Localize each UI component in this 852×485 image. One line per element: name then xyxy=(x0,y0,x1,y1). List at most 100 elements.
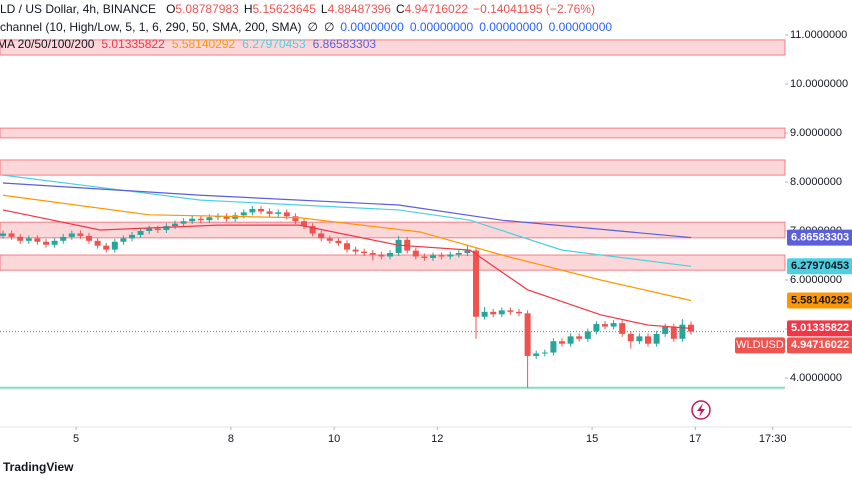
candle-body xyxy=(249,208,256,213)
price-badge xyxy=(787,258,852,275)
zone xyxy=(0,39,786,56)
legend-row: LD / US Dollar, 4h, BINANCE O5.08787983 H5… xyxy=(0,2,595,16)
candle-body xyxy=(180,221,187,224)
ohlc-value: 5.15623645 xyxy=(252,2,316,16)
candle-body xyxy=(258,208,265,212)
y-tick-label: 10.0000000 xyxy=(790,78,848,90)
x-tick-label: 12 xyxy=(431,433,443,445)
candle-body xyxy=(541,352,548,354)
candle-body xyxy=(481,311,488,317)
brand-text: TradingView xyxy=(3,460,74,474)
candle-body xyxy=(25,238,32,241)
candle-body xyxy=(154,228,161,231)
candle-body xyxy=(163,226,170,231)
candle-body xyxy=(206,217,213,221)
candle-body xyxy=(223,216,230,219)
ma-value: 5.58140292 xyxy=(172,37,236,51)
zone xyxy=(0,159,786,176)
candle-body xyxy=(309,226,316,234)
candle-body xyxy=(17,236,24,241)
price-badge-label: 5.58140292 xyxy=(791,294,849,306)
candle-body xyxy=(576,336,583,339)
candle-body xyxy=(464,250,471,254)
channel-label: channel (10, High/Low, 5, 1, 6, 290, 50,… xyxy=(0,20,302,34)
candle-body xyxy=(516,311,523,314)
candle-body xyxy=(318,233,325,239)
channel-value: 0.00000000 xyxy=(549,20,613,34)
candle-body xyxy=(610,323,617,327)
ohlc-letter: O xyxy=(166,2,175,16)
y-tick-label: 4.0000000 xyxy=(790,372,842,384)
price-badge xyxy=(787,337,852,354)
candle-body xyxy=(326,238,333,241)
icon-bolt[interactable] xyxy=(697,403,705,417)
price-badge-label: 6.86583303 xyxy=(791,231,849,243)
candle-body xyxy=(43,241,50,245)
candle-body xyxy=(584,331,591,339)
candle-body xyxy=(189,218,196,222)
candle-body xyxy=(447,254,454,257)
candle-body xyxy=(507,310,514,312)
price-badge xyxy=(787,292,852,309)
candle-body xyxy=(120,238,127,242)
candle-body xyxy=(352,249,359,252)
legend-row: MA 20/50/100/200 5.01335822 5.58140292 6.27… xyxy=(0,37,376,51)
x-tick-label: 17:30 xyxy=(759,433,787,445)
candle-body xyxy=(68,233,75,237)
x-tick-label: 8 xyxy=(228,433,234,445)
candle-body xyxy=(645,336,652,344)
candle-body xyxy=(567,336,574,344)
candle-body xyxy=(129,234,136,239)
legend-row: channel (10, High/Low, 5, 1, 6, 290, 50,… xyxy=(0,20,612,34)
channel-value: 0.00000000 xyxy=(340,20,404,34)
x-tick-label: 10 xyxy=(328,433,340,445)
icon-ring[interactable] xyxy=(691,400,711,420)
x-tick-label: 17 xyxy=(689,433,701,445)
lightning-icon[interactable] xyxy=(691,400,711,420)
candle-body xyxy=(86,235,93,241)
brand: TradingView xyxy=(3,460,74,474)
candle-body xyxy=(335,240,342,244)
symbol-label: WLDUSD xyxy=(736,339,784,351)
y-tick-label: 11.0000000 xyxy=(790,29,847,41)
candle-body xyxy=(559,341,566,344)
candle-body xyxy=(292,216,299,222)
candle-body xyxy=(240,212,247,216)
y-tick-label: 6.0000000 xyxy=(790,274,842,286)
candle-body xyxy=(111,241,118,250)
change: −0.14041195 (−2.76%) xyxy=(473,2,595,16)
candle-body xyxy=(473,250,480,317)
candle-body xyxy=(34,238,41,242)
plot-area xyxy=(0,39,786,389)
candle-body xyxy=(344,243,351,250)
candle-body xyxy=(602,324,609,327)
candle-body xyxy=(283,212,290,217)
x-tick-label: 15 xyxy=(586,433,598,445)
y-tick-label: 8.0000000 xyxy=(790,176,842,188)
candle-body xyxy=(0,233,7,236)
candle-body xyxy=(593,324,600,332)
price-badge xyxy=(787,320,852,337)
moving-average-line xyxy=(2,174,692,267)
candle-body xyxy=(670,326,677,339)
price-badge-label: 4.94716022 xyxy=(791,339,849,351)
candle-body xyxy=(412,250,419,257)
candle-body xyxy=(387,253,394,257)
channel-value: 0.00000000 xyxy=(479,20,543,34)
candle-body xyxy=(679,324,686,339)
candle-body xyxy=(627,333,634,342)
candle-body xyxy=(51,240,58,245)
candle-body xyxy=(438,255,445,257)
candle-body xyxy=(455,253,462,255)
candle-body xyxy=(533,353,540,356)
candle-body xyxy=(146,228,153,231)
candle-body xyxy=(215,216,222,218)
candle-body xyxy=(369,253,376,255)
y-tick-label: 9.0000000 xyxy=(790,127,842,139)
candle-body xyxy=(421,256,428,258)
candle-body xyxy=(94,240,101,246)
ohlc-value: 4.94716022 xyxy=(405,2,469,16)
price-badge xyxy=(787,229,852,246)
